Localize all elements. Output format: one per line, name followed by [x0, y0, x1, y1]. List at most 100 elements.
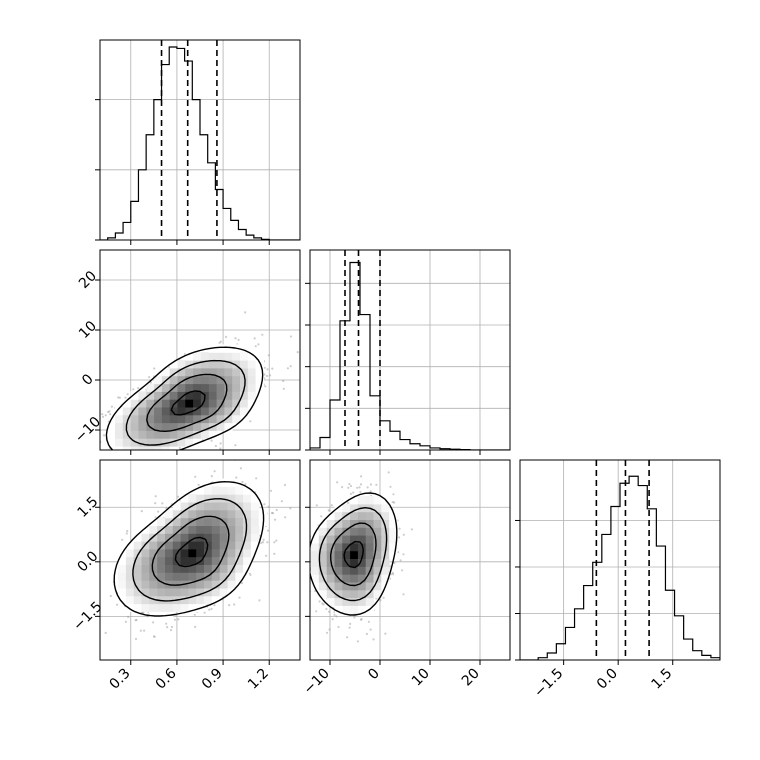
- density-cell: [235, 564, 244, 573]
- density-cell: [204, 494, 213, 503]
- density-cell: [138, 391, 147, 400]
- density-cell: [326, 566, 336, 575]
- density-cell: [204, 548, 213, 558]
- density-cell: [138, 430, 147, 439]
- density-cell: [157, 564, 166, 573]
- density-cell: [188, 517, 197, 526]
- density-cell: [211, 587, 221, 597]
- density-cell: [146, 391, 155, 400]
- density-cell: [149, 525, 158, 534]
- density-cell: [131, 454, 139, 462]
- scatter-point: [356, 486, 359, 489]
- density-cell: [185, 430, 194, 439]
- density-cell: [130, 391, 139, 400]
- density-cell: [157, 541, 166, 550]
- density-cell: [342, 597, 351, 606]
- scatter-point: [235, 476, 238, 479]
- scatter-point: [125, 532, 128, 535]
- density-cell: [118, 556, 127, 565]
- density-cell: [326, 535, 336, 544]
- x-tick-label: 0.9: [199, 666, 226, 693]
- density-cell: [180, 548, 189, 558]
- density-cell: [146, 446, 155, 450]
- density-cell: [250, 525, 260, 534]
- scatter-point: [139, 629, 142, 632]
- density-cell: [342, 542, 351, 552]
- density-cell: [180, 603, 189, 612]
- scatter-point: [336, 481, 339, 484]
- density-cell: [232, 367, 241, 377]
- density-cell: [381, 511, 390, 520]
- density-cell: [180, 533, 189, 542]
- density-cell: [350, 511, 359, 520]
- density-cell: [224, 414, 233, 424]
- density-cell: [193, 352, 202, 361]
- density-cell: [357, 535, 367, 544]
- x-tick-label: 1.5: [648, 666, 675, 693]
- scatter-point: [137, 450, 139, 452]
- density-cell: [130, 438, 139, 447]
- density-cell: [180, 572, 189, 581]
- density-cell: [193, 383, 202, 392]
- scatter-point: [177, 618, 180, 621]
- scatter-point: [289, 595, 291, 597]
- density-cell: [235, 541, 244, 550]
- scatter-point: [349, 622, 352, 626]
- density-cell: [133, 541, 143, 550]
- density-cell: [389, 542, 398, 552]
- density-cell: [318, 535, 328, 544]
- density-cell: [177, 360, 186, 369]
- density-cell: [204, 486, 213, 495]
- density-cell: [373, 503, 382, 513]
- scatter-point: [224, 335, 228, 338]
- scatter-point: [305, 537, 307, 539]
- density-cell: [240, 367, 249, 377]
- density-cell: [177, 430, 186, 439]
- scatter-point: [153, 635, 156, 638]
- density-cell: [154, 446, 163, 450]
- density-cell: [232, 391, 241, 400]
- density-cell: [350, 558, 359, 567]
- density-cell: [196, 587, 205, 597]
- density-cell: [365, 589, 375, 599]
- density-cell: [157, 517, 166, 526]
- density-cell: [350, 542, 359, 552]
- density-cell: [350, 496, 359, 505]
- density-cell: [115, 430, 124, 439]
- scatter-point: [109, 594, 112, 598]
- density-cell: [216, 352, 225, 361]
- density-cell: [204, 564, 213, 573]
- scatter-point: [410, 528, 413, 531]
- density-cell: [326, 519, 336, 528]
- scatter-point: [125, 452, 127, 454]
- scatter-point: [125, 450, 127, 452]
- density-cell: [115, 414, 124, 424]
- scatter-point: [126, 529, 129, 533]
- histogram-frame-0: [99, 39, 301, 241]
- density-cell: [141, 541, 150, 550]
- density-cell: [193, 414, 202, 424]
- density-cell: [115, 446, 124, 450]
- scatter-point: [328, 610, 331, 613]
- density-cell: [224, 352, 233, 361]
- density-cell: [240, 360, 249, 369]
- scatter-point: [346, 636, 349, 639]
- scatter-point: [171, 486, 173, 488]
- density-cell: [169, 367, 179, 377]
- scatter-point: [296, 351, 299, 354]
- density-cell: [188, 564, 197, 573]
- density-cell: [227, 494, 236, 503]
- density-cell: [326, 589, 336, 599]
- density-cell: [125, 587, 135, 597]
- density-cell: [373, 535, 382, 544]
- scatter-point: [239, 467, 242, 470]
- density-cell: [161, 399, 171, 408]
- scatter-point: [360, 475, 363, 478]
- density-cell: [365, 574, 375, 583]
- scatter-point: [88, 581, 90, 583]
- density-cell: [172, 525, 182, 534]
- scatter-point: [402, 593, 405, 596]
- scatter-point: [124, 396, 127, 399]
- scatter-point: [347, 486, 350, 489]
- scatter-point: [238, 596, 241, 599]
